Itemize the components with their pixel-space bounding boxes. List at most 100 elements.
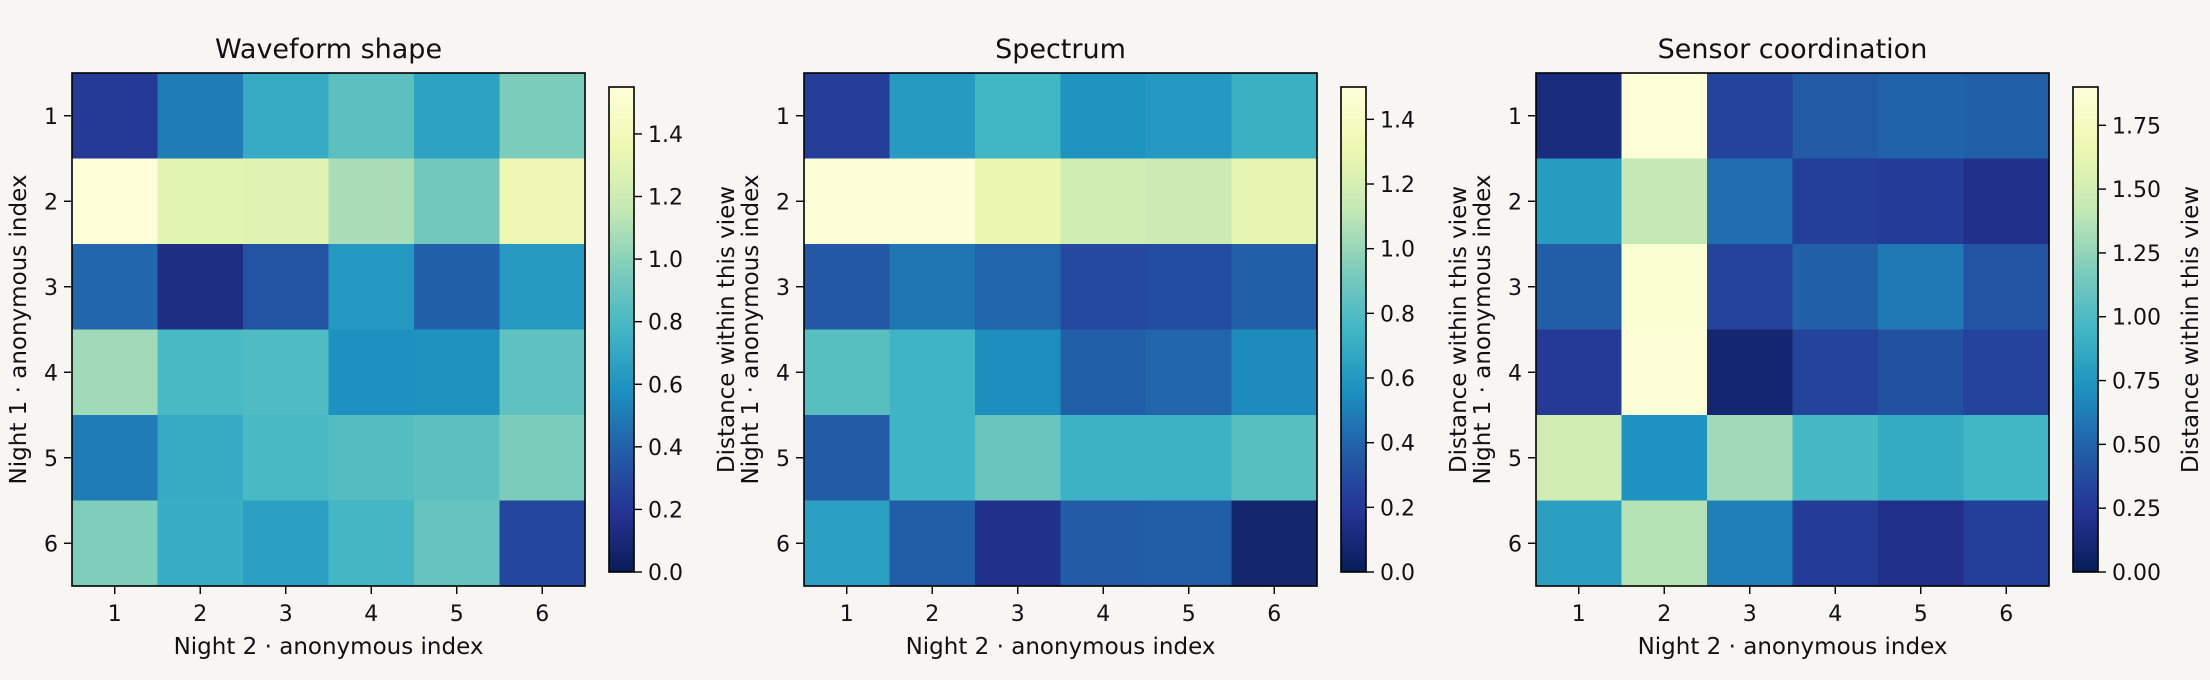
heatmap-cell-r6-c3 [1707,500,1794,587]
y-tick-label: 4 [776,361,790,386]
y-tick-label: 6 [776,532,790,557]
heatmap-cell-r1-c3 [1707,73,1794,160]
heatmap-cell-r3-c1 [804,244,891,331]
colorbar-tick-label: 0.4 [648,436,683,461]
x-tick-label: 3 [1743,602,1757,627]
colorbar-tick-label: 1.0 [1380,238,1415,263]
heatmap-cell-r3-c5 [1878,244,1965,331]
y-tick-label: 4 [44,361,58,386]
colorbar-tick-label: 0.4 [1380,432,1415,457]
y-tick-label: 3 [1508,276,1522,301]
heatmap-cell-r1-c2 [889,73,976,160]
heatmap-cell-r1-c2 [157,73,244,160]
heatmap-cell-r1-c4 [1060,73,1147,160]
heatmap-cell-r4-c2 [157,329,244,416]
x-tick-label: 2 [193,602,207,627]
y-tick-label: 2 [1508,190,1522,215]
heatmap-frame [71,72,586,587]
heatmap-cell-r4-c4 [1060,329,1147,416]
heatmap-cell-r2-c1 [804,158,891,245]
heatmap-cell-r3-c4 [1792,244,1879,331]
y-tick-label: 2 [44,190,58,215]
heatmap-cell-r6-c6 [1963,500,2050,587]
colorbar-tick-label: 0.8 [648,311,683,336]
heatmap-cell-r4-c3 [975,329,1062,416]
heatmap-cell-r6-c6 [1231,500,1318,587]
heatmap-cell-r2-c3 [1707,158,1794,245]
colorbar-tick-label: 0.75 [2112,370,2161,395]
heatmap-cell-r2-c5 [1146,158,1233,245]
colorbar-tick-label: 0.50 [2112,433,2161,458]
heatmap-cell-r4-c1 [1536,329,1623,416]
heatmap-cell-r6-c5 [414,500,501,587]
heatmap-panel-1: Waveform shape 1 2 3 4 5 6 1 2 3 4 5 6 Night 2 · anon… [6,34,740,660]
colorbar: 0.00 0.25 0.50 0.75 1.00 1.25 1.50 1.75 Distance… [2072,86,2204,586]
x-tick-label: 2 [925,602,939,627]
panel-title: Waveform shape [215,34,442,65]
heatmap-cell-r6-c2 [1621,500,1708,587]
colorbar-tick-label: 0.6 [648,373,683,398]
heatmap-cell-r1-c1 [1536,73,1623,160]
heatmap-cell-r1-c5 [414,73,501,160]
heatmap-cell-r6-c4 [1060,500,1147,587]
heatmap-cell-r6-c5 [1146,500,1233,587]
y-tick-label: 5 [44,447,58,472]
heatmap-cell-r6-c4 [328,500,415,587]
heatmap-frame [803,72,1318,587]
heatmap-cell-r1-c1 [72,73,159,160]
x-tick-label: 5 [1914,602,1928,627]
heatmap-cell-r4-c6 [1963,329,2050,416]
heatmap-cell-r1-c6 [1963,73,2050,160]
heatmap-cell-r3-c2 [157,244,244,331]
colorbar: 0.0 0.2 0.4 0.6 0.8 1.0 1.2 1.4 Distance within … [608,86,740,586]
heatmap-cell-r5-c3 [975,415,1062,502]
heatmap-cell-r2-c1 [1536,158,1623,245]
heatmap-cell-r5-c2 [157,415,244,502]
heatmap-cell-r2-c4 [1060,158,1147,245]
heatmap-frame [1535,72,2050,587]
heatmap-cell-r3-c6 [499,244,586,331]
colorbar-tick-label: 0.6 [1380,367,1415,392]
heatmap-cell-r6-c1 [804,500,891,587]
heatmap-cell-r6-c6 [499,500,586,587]
colorbar-label: Distance within this view [2178,186,2204,473]
panel-title: Sensor coordination [1658,34,1928,65]
x-tick-label: 3 [279,602,293,627]
colorbar-tick-label: 1.50 [2112,178,2161,203]
heatmap-cell-r5-c2 [889,415,976,502]
x-tick-label: 4 [1828,602,1842,627]
heatmap-cell-r2-c4 [1792,158,1879,245]
x-tick-label: 5 [1182,602,1196,627]
heatmap-cell-r6-c3 [975,500,1062,587]
heatmap-cell-r1-c5 [1878,73,1965,160]
x-tick-label: 2 [1657,602,1671,627]
heatmap-cell-r2-c3 [243,158,330,245]
heatmap-cell-r5-c3 [1707,415,1794,502]
colorbar-tick-label: 1.0 [648,248,683,273]
heatmap-cell-r4-c3 [1707,329,1794,416]
colorbar-label: Distance within this view [714,186,740,473]
heatmap-cell-r5-c4 [1792,415,1879,502]
heatmap-cell-r1-c3 [243,73,330,160]
heatmap-cell-r3-c6 [1231,244,1318,331]
heatmap-cell-r5-c4 [1060,415,1147,502]
heatmap-cell-r5-c1 [1536,415,1623,502]
heatmap-cell-r5-c6 [1231,415,1318,502]
heatmap-cell-r1-c4 [328,73,415,160]
y-tick-label: 3 [44,276,58,301]
heatmap-cell-r4-c5 [1146,329,1233,416]
heatmap-cell-r1-c4 [1792,73,1879,160]
heatmap-cell-r3-c1 [1536,244,1623,331]
heatmap-cell-r2-c2 [1621,158,1708,245]
heatmap-cell-r3-c3 [243,244,330,331]
y-tick-label: 6 [44,532,58,557]
y-tick-label: 1 [44,105,58,130]
heatmap-cell-r6-c1 [1536,500,1623,587]
heatmap-cell-r2-c4 [328,158,415,245]
heatmap-cell-r6-c1 [72,500,159,587]
x-tick-label: 5 [450,602,464,627]
colorbar-label: Distance within this view [1446,186,1472,473]
colorbar-tick-label: 1.4 [648,123,683,148]
y-tick-label: 1 [776,105,790,130]
heatmap-cell-r4-c4 [328,329,415,416]
